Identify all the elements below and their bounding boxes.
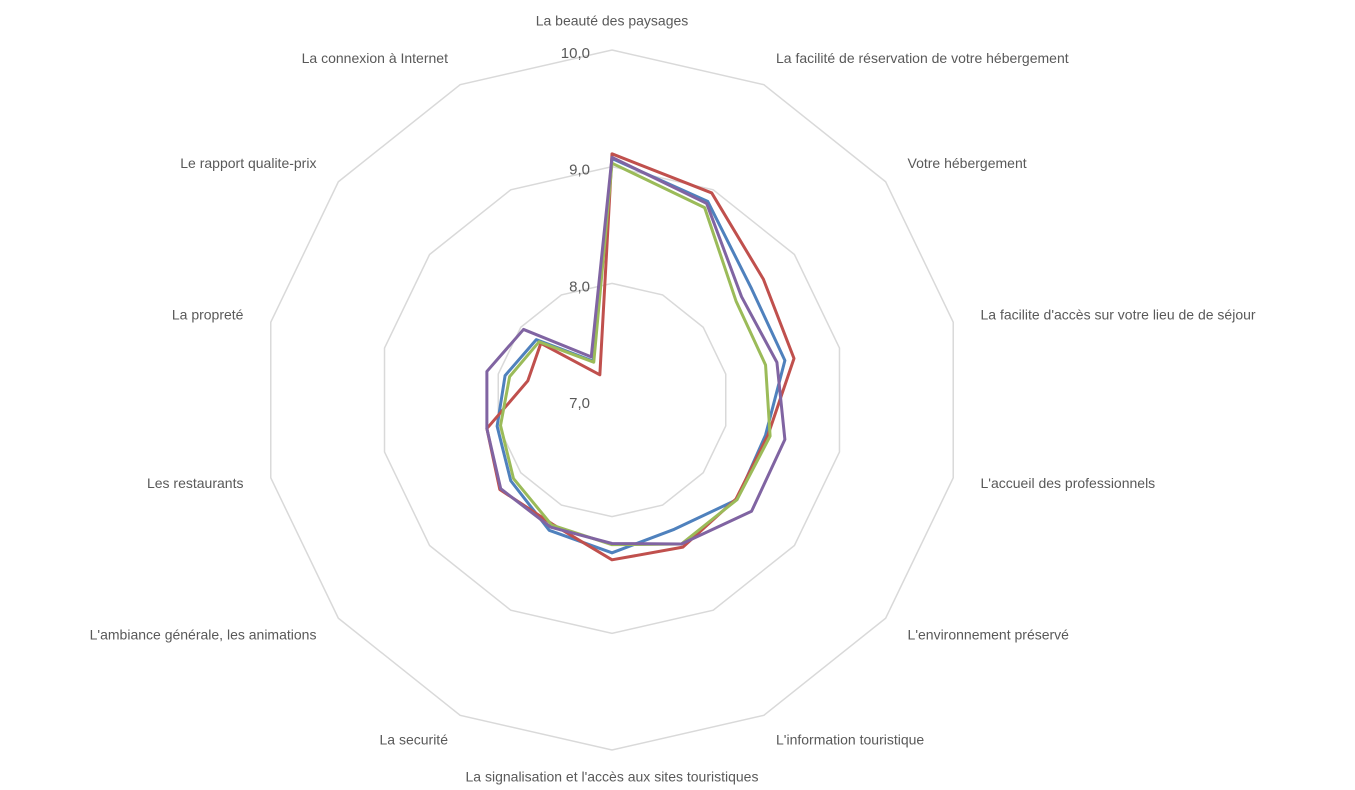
r-tick-label: 9,0	[569, 162, 590, 179]
series-line	[495, 157, 787, 555]
category-label: L'information touristique	[776, 731, 924, 747]
category-label: L'accueil des professionnels	[981, 475, 1156, 491]
category-label: La facilite d'accès sur votre lieu de de…	[981, 307, 1256, 323]
category-label: Le rapport qualite-prix	[180, 155, 316, 171]
category-label: La beauté des paysages	[536, 13, 689, 29]
grid-line	[383, 165, 841, 635]
grid-line	[497, 282, 727, 518]
category-label: L'environnement préservé	[908, 626, 1070, 642]
category-label: Votre hébergement	[908, 155, 1027, 171]
category-label: Les restaurants	[147, 475, 244, 491]
category-label: L'ambiance générale, les animations	[90, 626, 317, 642]
r-tick-label: 10,0	[561, 45, 590, 62]
category-label: La signalisation et l'accès aux sites to…	[466, 769, 759, 785]
series-line	[485, 155, 787, 546]
category-label: La connexion à Internet	[302, 50, 448, 66]
series-line	[485, 152, 796, 562]
r-tick-label: 8,0	[569, 278, 590, 295]
r-tick-label: 7,0	[569, 395, 590, 412]
category-label: La facilité de réservation de votre hébe…	[776, 50, 1069, 66]
grid-line	[270, 49, 954, 751]
category-label: La securité	[380, 731, 449, 747]
category-label: La propreté	[172, 307, 244, 323]
